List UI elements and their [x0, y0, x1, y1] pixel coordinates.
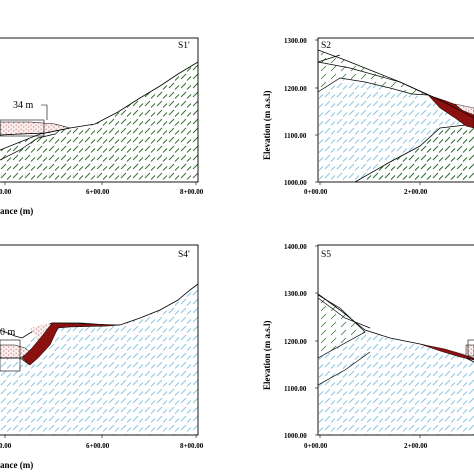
panel-border	[317, 37, 474, 183]
landslide-body	[419, 343, 474, 361]
panel-s1: 34 m S1' 0+00.00 6+00.00 8+00.00 ance (m…	[0, 37, 204, 216]
slip-line	[318, 61, 474, 119]
basal-contact	[318, 351, 371, 386]
y-axis-title: Elevation (m a.s.l)	[262, 91, 272, 161]
panel-label: S5	[321, 250, 331, 260]
measurement-box	[0, 339, 21, 372]
y-axis-title: Elevation (m a.s.l)	[262, 321, 272, 391]
bedrock-contact	[354, 123, 474, 182]
x-tick: 6+00.00	[86, 442, 110, 450]
x-tick: 8+00.00	[180, 188, 204, 196]
dimension-annotation: 34 m	[13, 100, 34, 111]
upper-debris	[30, 323, 50, 340]
x-tick: 0+00.00	[304, 188, 328, 196]
x-tick: 0+00.00	[304, 442, 328, 450]
sediment-region	[0, 284, 198, 435]
y-tick: 1000.00	[284, 432, 307, 440]
panel-label: S4'	[178, 250, 190, 260]
y-tick: 1300.00	[284, 290, 307, 298]
upper-colluvium	[318, 49, 429, 96]
debris-deposit	[465, 344, 474, 357]
x-tick: 2+00.00	[404, 442, 428, 450]
panel-s2: S2 1300.00 1200.00 1100.00 1000.00 0+00.…	[262, 37, 474, 196]
panel-label: S1'	[178, 41, 190, 51]
colluvium-wedge	[318, 294, 366, 359]
panel-label: S2	[321, 41, 331, 51]
bedrock-region	[355, 124, 474, 182]
inner-contact-line	[318, 54, 341, 63]
dimension-annotation: 0 m	[0, 327, 16, 338]
x-tick: 0+00.00	[0, 442, 12, 450]
x-tick: 0+00.00	[0, 188, 12, 196]
y-tick: 1000.00	[284, 179, 307, 187]
y-tick: 1400.00	[284, 243, 307, 251]
debris-deposit	[454, 103, 474, 116]
annotation-leader	[41, 104, 48, 120]
slip-surface	[0, 127, 71, 136]
panel-border	[0, 244, 199, 436]
landslide-body	[21, 322, 121, 366]
x-axis-title: ance (m)	[0, 460, 33, 470]
y-tick: 1200.00	[284, 338, 307, 346]
x-tick: 6+00.00	[86, 188, 110, 196]
measurement-box	[0, 119, 45, 137]
inner-contact-line	[0, 133, 56, 161]
x-axis-title: ance (m)	[0, 206, 33, 216]
measurement-box	[467, 339, 474, 360]
landslide-body	[427, 94, 474, 129]
panel-border	[317, 244, 474, 436]
x-tick: 2+00.00	[404, 188, 428, 196]
panel-border	[0, 37, 199, 183]
slip-line	[318, 297, 371, 329]
y-tick: 1100.00	[284, 132, 307, 140]
y-tick: 1300.00	[284, 37, 307, 45]
panel-s5: S5 1400.00 1300.00 1200.00 1100.00 1000.…	[262, 243, 474, 450]
x-tick: 8+00.00	[180, 442, 204, 450]
y-tick: 1100.00	[284, 385, 307, 393]
panel-s4: 0 m S4' 0+00.00 6+00.00 8+00.00 ance (m)	[0, 244, 204, 470]
y-tick: 1200.00	[284, 85, 307, 93]
